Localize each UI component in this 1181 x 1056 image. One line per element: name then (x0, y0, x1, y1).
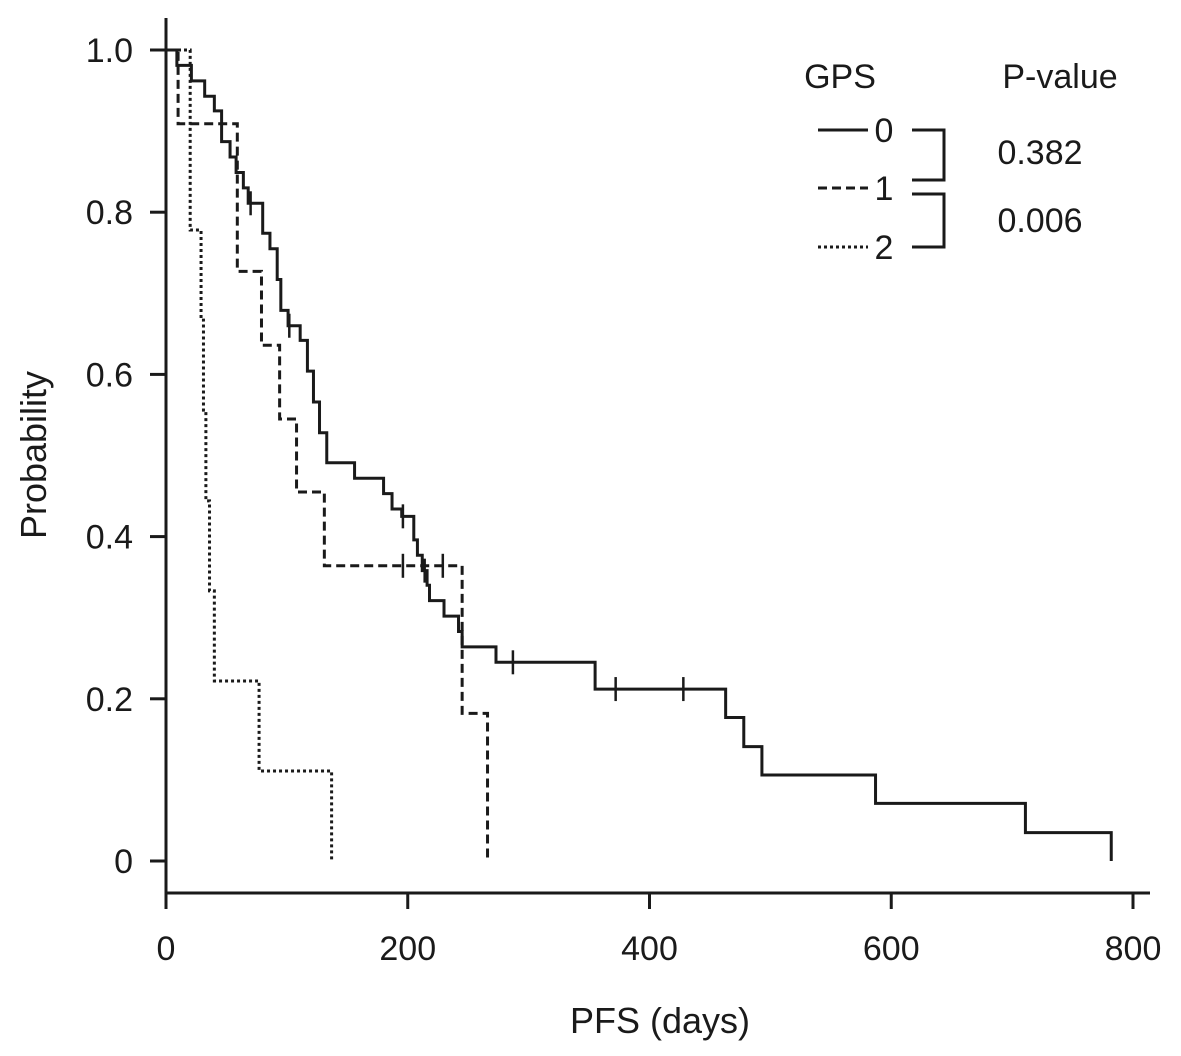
pvalue-1-2: 0.006 (997, 202, 1082, 240)
x-axis-title: PFS (days) (570, 1000, 750, 1041)
pvalue-bracket-0-1 (912, 128, 946, 182)
legend: GPS P-value 0.382 0.006 0 1 2 (804, 58, 1118, 267)
y-tick-label: 0 (114, 843, 133, 881)
y-axis-title: Probability (13, 371, 54, 539)
survival-curves (166, 48, 1113, 861)
legend-label-gps-2: 2 (875, 229, 894, 267)
pvalue-0-1: 0.382 (997, 134, 1082, 172)
km-curve-gps-2 (166, 48, 334, 861)
y-tick-label: 0.2 (86, 681, 133, 719)
y-tick-label: 0.4 (86, 519, 133, 557)
legend-title: GPS (804, 58, 876, 96)
y-tick-label: 1.0 (86, 32, 133, 70)
y-tick-label: 0.8 (86, 194, 133, 232)
legend-label-gps-1: 1 (875, 170, 894, 208)
pvalue-title: P-value (1002, 58, 1117, 96)
pvalue-bracket-1-2 (912, 192, 946, 249)
km-curve-gps-1 (166, 48, 490, 861)
legend-label-gps-0: 0 (875, 112, 894, 150)
x-tick-label: 0 (157, 930, 176, 968)
x-tick-label: 400 (621, 930, 678, 968)
x-tick-label: 800 (1105, 930, 1162, 968)
y-tick-label: 0.6 (86, 356, 133, 394)
x-tick-label: 200 (379, 930, 436, 968)
x-tick-label: 600 (863, 930, 920, 968)
km-curve-gps-0 (166, 48, 1113, 861)
axes: 0 0.2 0.4 0.6 0.8 1.0 0 200 400 600 800 (86, 18, 1162, 968)
